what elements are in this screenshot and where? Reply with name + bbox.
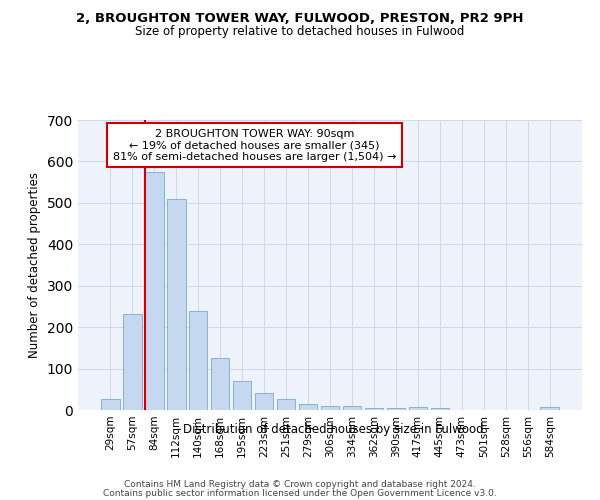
Bar — [211, 358, 229, 410]
Bar — [255, 393, 274, 410]
Bar — [386, 408, 405, 410]
Bar — [299, 404, 317, 410]
Text: Distribution of detached houses by size in Fulwood: Distribution of detached houses by size … — [182, 422, 484, 436]
Bar — [320, 406, 340, 410]
Bar — [431, 408, 449, 410]
Text: Contains HM Land Registry data © Crown copyright and database right 2024.: Contains HM Land Registry data © Crown c… — [124, 480, 476, 489]
Bar — [101, 399, 119, 410]
Bar — [233, 380, 251, 410]
Text: Contains public sector information licensed under the Open Government Licence v3: Contains public sector information licen… — [103, 489, 497, 498]
Y-axis label: Number of detached properties: Number of detached properties — [28, 172, 41, 358]
Bar — [189, 310, 208, 410]
Bar — [365, 408, 383, 410]
Bar — [409, 406, 427, 410]
Text: Size of property relative to detached houses in Fulwood: Size of property relative to detached ho… — [136, 25, 464, 38]
Text: 2, BROUGHTON TOWER WAY, FULWOOD, PRESTON, PR2 9PH: 2, BROUGHTON TOWER WAY, FULWOOD, PRESTON… — [76, 12, 524, 26]
Bar — [145, 172, 164, 410]
Bar — [123, 314, 142, 410]
Bar — [343, 406, 361, 410]
Bar — [541, 406, 559, 410]
Bar — [277, 399, 295, 410]
Bar — [167, 198, 185, 410]
Text: 2 BROUGHTON TOWER WAY: 90sqm
← 19% of detached houses are smaller (345)
81% of s: 2 BROUGHTON TOWER WAY: 90sqm ← 19% of de… — [113, 128, 396, 162]
